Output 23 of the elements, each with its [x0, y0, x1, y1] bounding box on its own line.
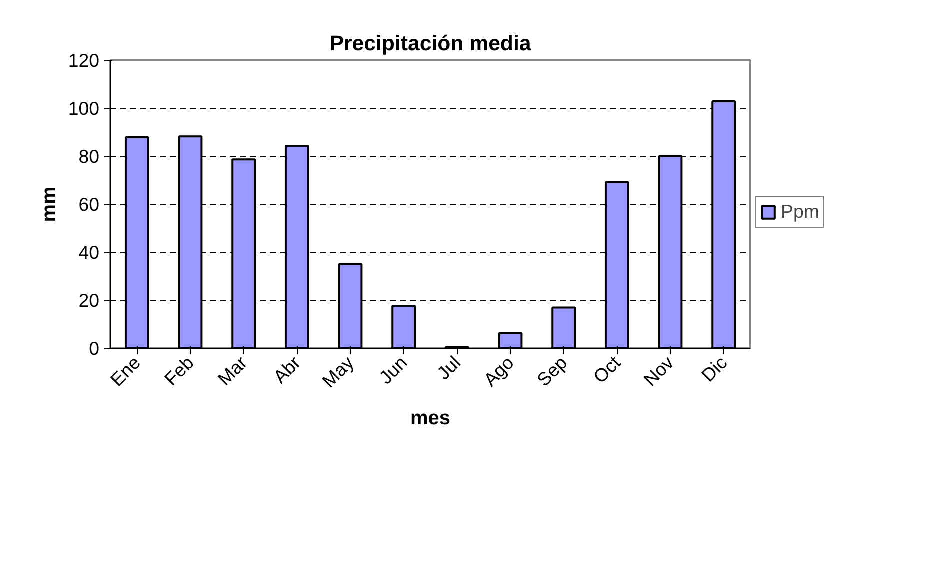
x-tick-label: Ene	[106, 352, 145, 390]
x-tick-label: Ago	[480, 352, 518, 390]
x-tick-label: Dic	[697, 352, 732, 386]
y-tick-label: 40	[78, 242, 100, 263]
x-tick-label: May	[318, 352, 358, 392]
y-tick-label: 60	[78, 194, 100, 215]
chart-title: Precipitación media	[330, 32, 532, 56]
y-tick-label: 100	[68, 98, 100, 119]
x-tick-label: Nov	[640, 352, 678, 390]
x-tick-label: Mar	[214, 352, 252, 390]
x-axis-title: mes	[410, 407, 451, 430]
x-tick-label: Feb	[160, 352, 198, 390]
y-tick-label: 120	[68, 50, 100, 71]
x-tick-label: Sep	[532, 352, 572, 390]
x-tick-label: Oct	[589, 351, 626, 388]
legend-label: Ppm	[781, 201, 820, 223]
y-tick-label: 20	[78, 290, 100, 311]
y-tick-label: 0	[89, 338, 100, 359]
y-axis-title: mm	[38, 186, 60, 222]
y-tick-label: 80	[78, 146, 100, 167]
x-tick-label: Jul	[432, 352, 465, 384]
x-tick-label: Abr	[269, 352, 305, 388]
x-tick-label: Jun	[375, 352, 412, 388]
